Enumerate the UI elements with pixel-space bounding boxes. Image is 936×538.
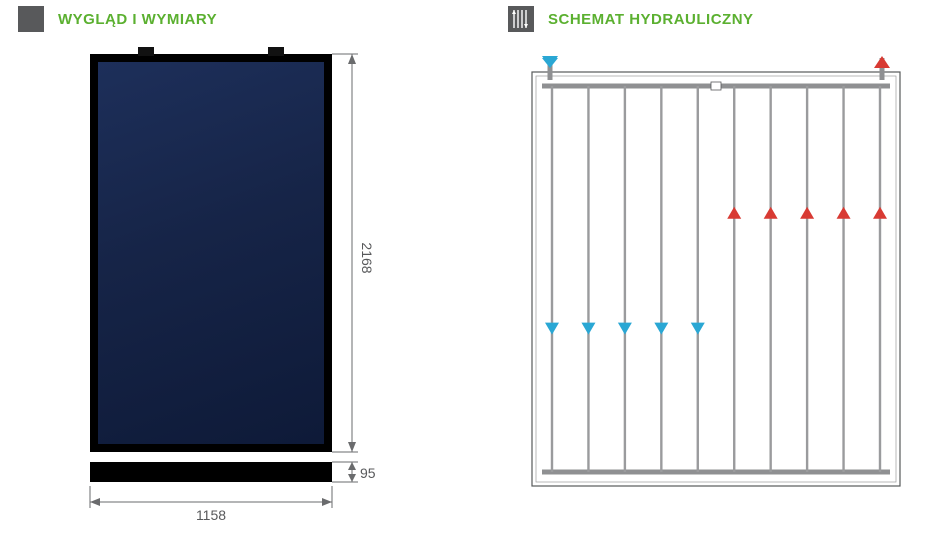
dim-width: 1158 bbox=[90, 486, 332, 523]
section-title: SCHEMAT HYDRAULICZNY bbox=[548, 11, 754, 28]
section-title: WYGLĄD I WYMIARY bbox=[58, 11, 217, 28]
section-header: WYGLĄD I WYMIARY bbox=[0, 0, 480, 36]
collector-side-profile bbox=[90, 462, 332, 482]
collector-panel-figure bbox=[90, 54, 350, 452]
appearance-dimensions-section: WYGLĄD I WYMIARY 2168 95 bbox=[0, 0, 480, 538]
hydraulic-scheme-section: SCHEMAT HYDRAULICZNY bbox=[490, 0, 936, 538]
panel-connector bbox=[138, 47, 154, 56]
dimensions-square-icon bbox=[18, 6, 44, 32]
dim-width-label: 1158 bbox=[196, 507, 226, 523]
collector-panel bbox=[90, 54, 332, 452]
dim-height-label: 2168 bbox=[359, 242, 375, 273]
hydraulic-stripes-icon bbox=[508, 6, 534, 32]
section-header: SCHEMAT HYDRAULICZNY bbox=[490, 0, 936, 36]
dim-depth: 95 bbox=[332, 462, 376, 482]
collector-absorber bbox=[98, 62, 324, 444]
dim-depth-label: 95 bbox=[360, 465, 376, 481]
panel-connector bbox=[268, 47, 284, 56]
hydraulic-schematic bbox=[526, 56, 906, 494]
